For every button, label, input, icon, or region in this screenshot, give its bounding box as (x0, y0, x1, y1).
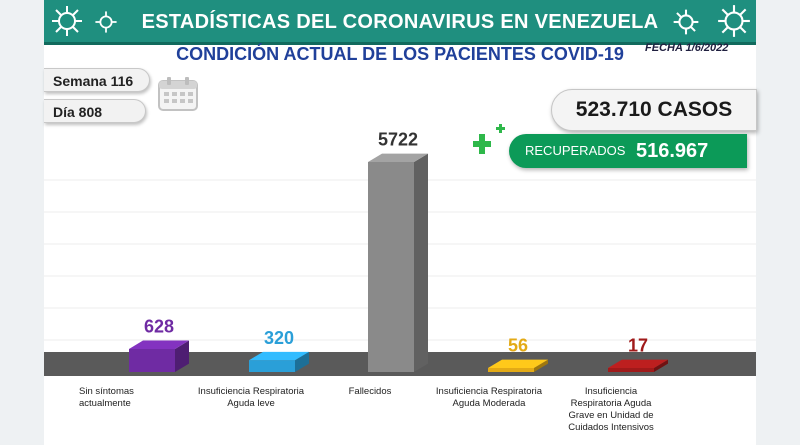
bar-side (654, 359, 668, 372)
bar-side (414, 153, 428, 372)
subtitle: CONDICIÓN ACTUAL DE LOS PACIENTES COVID-… (176, 44, 624, 64)
bar (368, 162, 414, 372)
category-label: Insuficiencia Respiratoria Aguda Grave e… (568, 386, 654, 433)
right-margin (756, 0, 800, 445)
bar (488, 368, 534, 372)
bar-top (608, 359, 668, 368)
bar-side (175, 340, 189, 372)
category-label: Sin síntomas actualmente (79, 386, 134, 409)
category-label: Fallecidos (348, 386, 392, 397)
data-label: 320 (264, 328, 294, 348)
day-badge: Día 808 (44, 99, 146, 123)
data-label: 56 (508, 336, 528, 356)
category-label: Insuficiencia Respiratoria Aguda Moderad… (435, 386, 543, 409)
calendar-icon (158, 77, 198, 111)
data-label: 5722 (378, 130, 418, 150)
week-badge: Semana 116 (44, 68, 150, 92)
bar-top (129, 340, 189, 349)
bar-side (295, 351, 309, 372)
virus-icon (95, 11, 117, 33)
data-label: 17 (628, 336, 648, 356)
bar (129, 348, 175, 372)
recovered-badge: RECUPERADOS 516.967 (509, 134, 747, 168)
virus-icon (718, 5, 750, 37)
report-date: FECHA 1/6/2022 (645, 42, 729, 54)
bar-top (488, 359, 548, 368)
plus-icon (473, 124, 505, 154)
bar-top (249, 351, 309, 361)
header-banner: ESTADÍSTICAS DEL CORONAVIRUS EN VENEZUEL… (44, 0, 756, 45)
recovered-label: RECUPERADOS (525, 143, 626, 158)
total-cases: 523.710 CASOS (551, 89, 757, 131)
data-label: 628 (144, 317, 174, 337)
bar-top (368, 153, 428, 162)
bar-side (534, 359, 548, 372)
virus-icon (673, 9, 699, 35)
category-label: Insuficiencia Respiratoria Aguda leve (197, 386, 305, 409)
page-title: ESTADÍSTICAS DEL CORONAVIRUS EN VENEZUEL… (141, 11, 659, 33)
recovered-value: 516.967 (636, 140, 709, 162)
virus-icon (52, 6, 82, 36)
bar (249, 360, 295, 372)
bar (608, 368, 654, 372)
left-margin (0, 0, 44, 445)
